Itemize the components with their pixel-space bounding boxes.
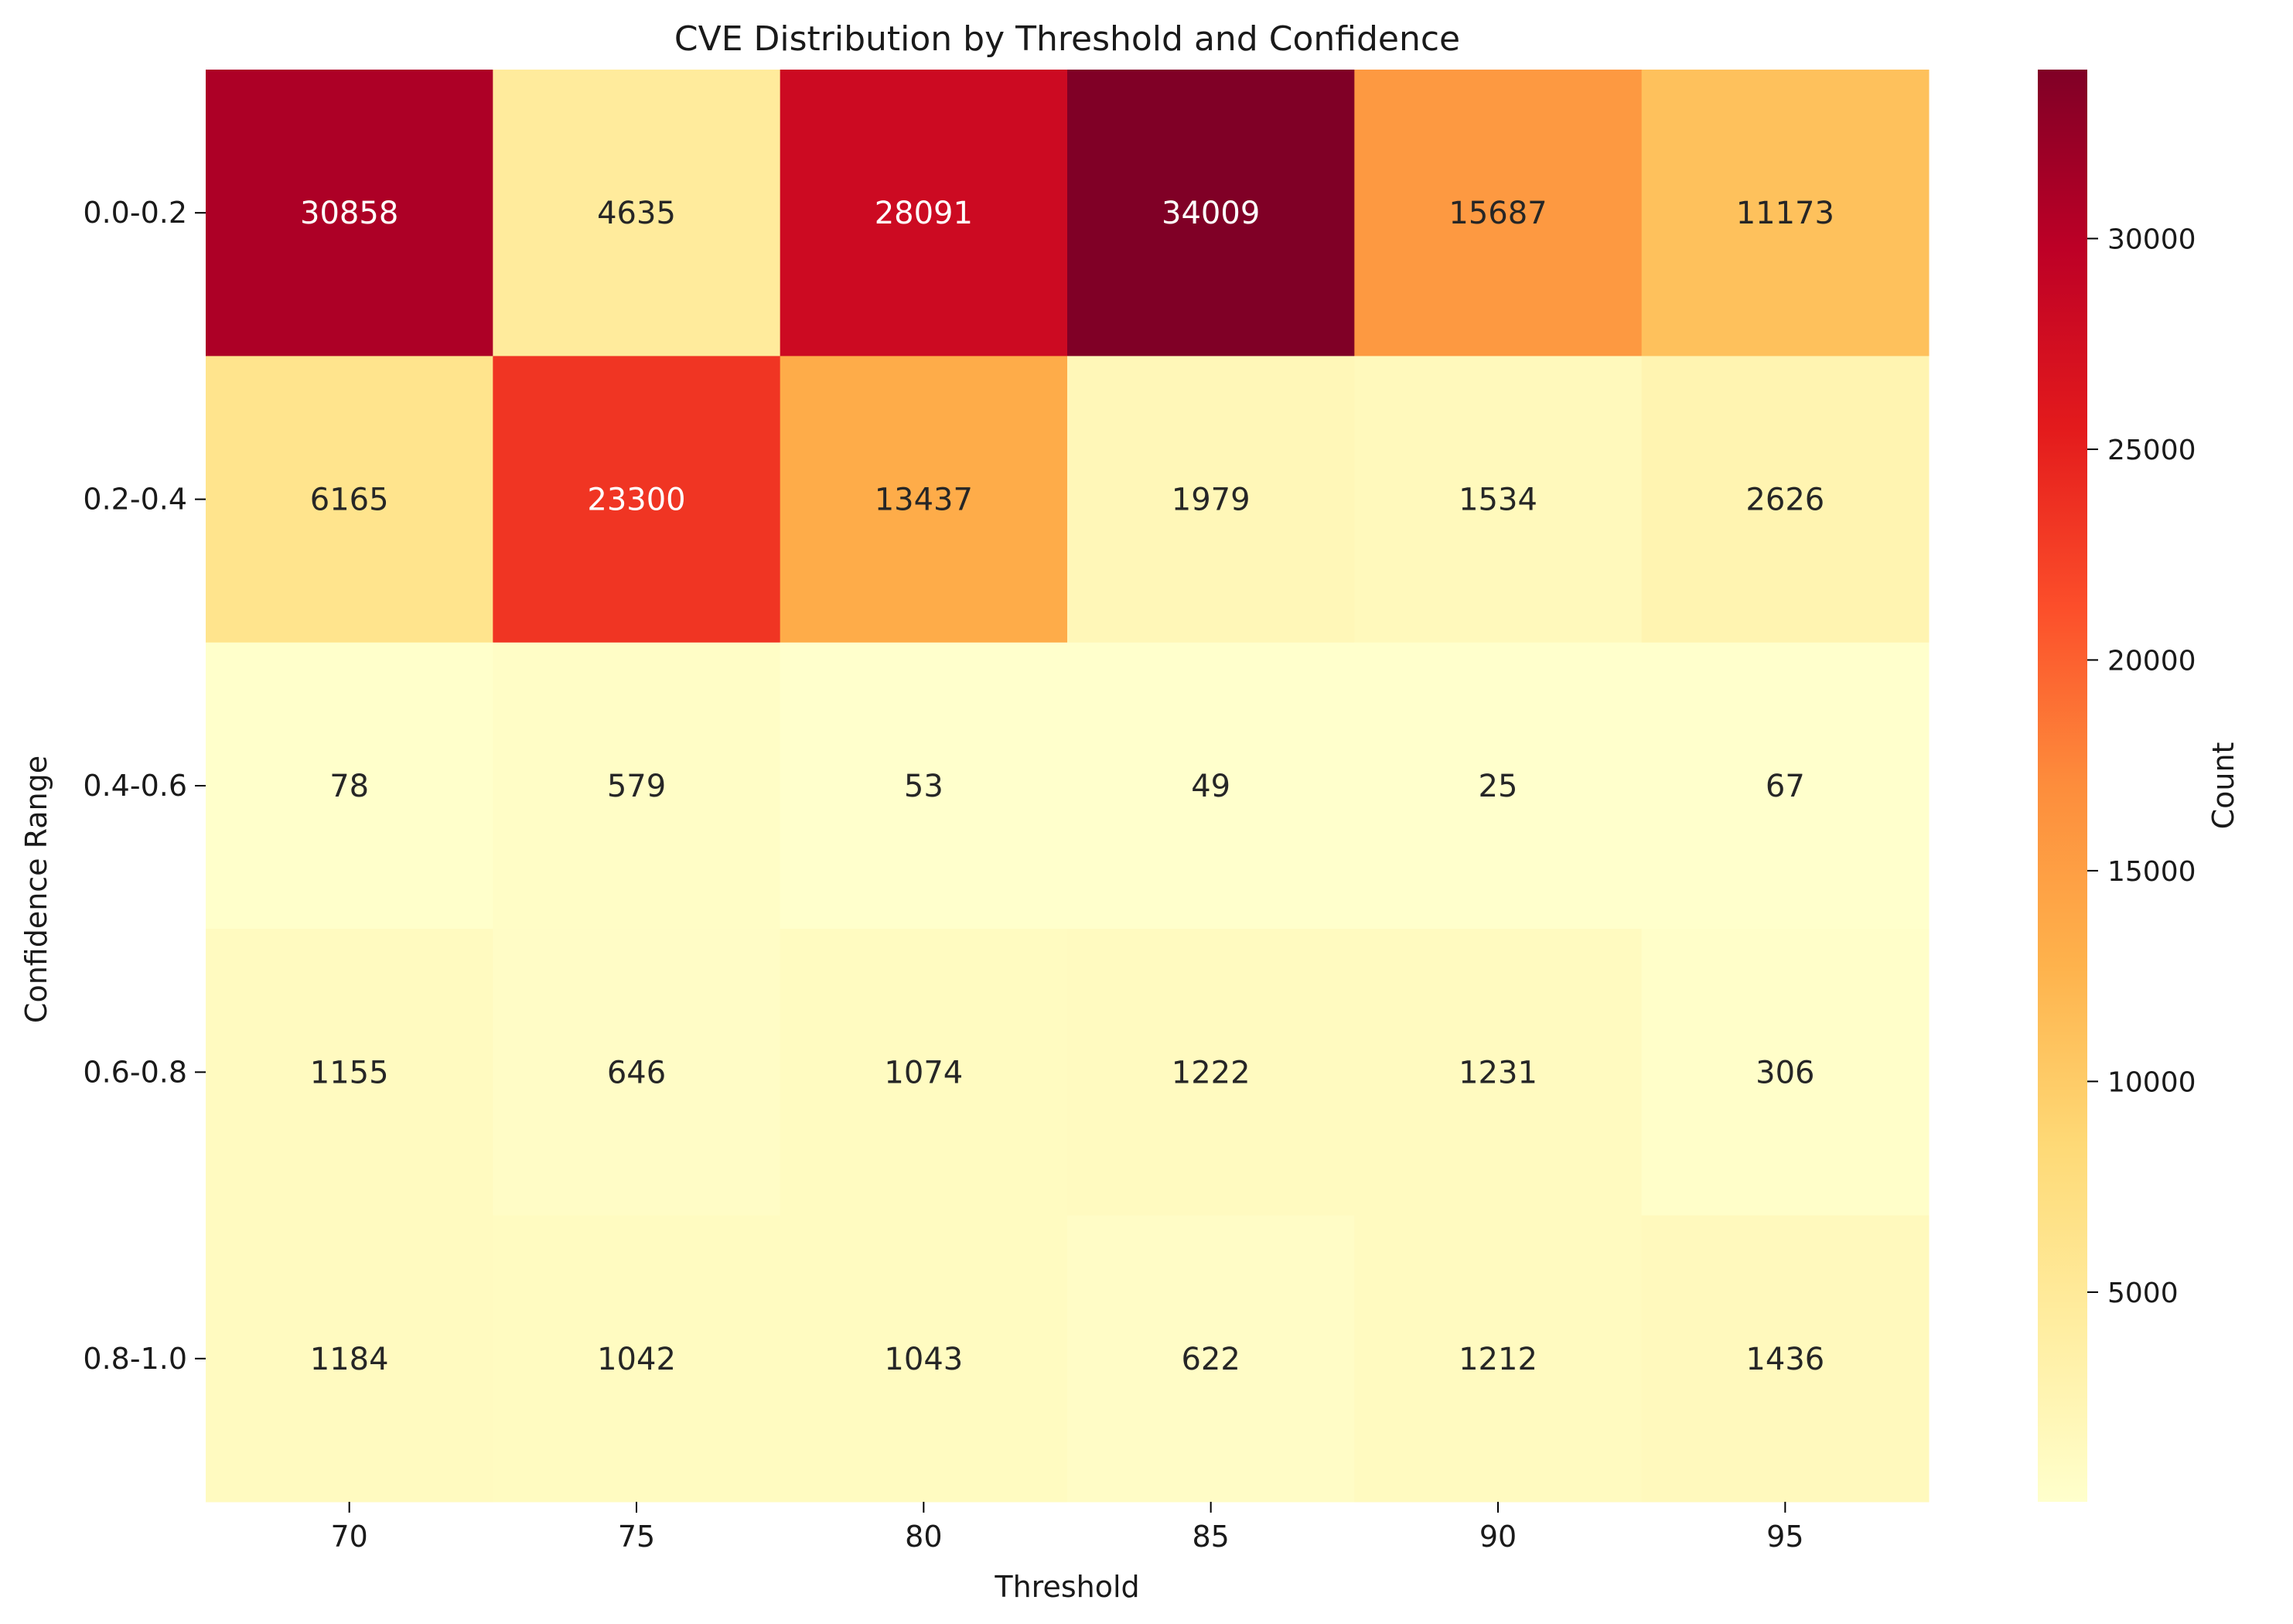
heatmap-cell bbox=[780, 1215, 1068, 1503]
heatmap-cell bbox=[1067, 70, 1355, 357]
heatmap-cell bbox=[493, 356, 781, 643]
y-tick-label: 0.0-0.2 bbox=[83, 196, 187, 230]
y-tick-label: 0.6-0.8 bbox=[83, 1055, 187, 1089]
heatmap-cell bbox=[1641, 1215, 1930, 1503]
heatmap-cell bbox=[1354, 929, 1643, 1216]
cell-value-label: 15687 bbox=[1448, 196, 1547, 231]
y-tick-label: 0.8-1.0 bbox=[83, 1342, 187, 1376]
heatmap-cell bbox=[780, 356, 1068, 643]
chart-title: CVE Distribution by Threshold and Confid… bbox=[674, 19, 1460, 59]
heatmap-cell bbox=[206, 1215, 493, 1503]
cell-value-label: 1222 bbox=[1172, 1055, 1251, 1090]
cell-value-label: 1155 bbox=[310, 1055, 389, 1090]
cell-value-label: 67 bbox=[1766, 769, 1805, 804]
cell-value-label: 1436 bbox=[1745, 1342, 1824, 1377]
colorbar-tick-label: 5000 bbox=[2107, 1278, 2179, 1309]
heatmap-cell bbox=[1067, 1215, 1355, 1503]
cell-value-label: 1212 bbox=[1459, 1342, 1537, 1377]
colorbar-tick-label: 25000 bbox=[2107, 435, 2196, 466]
x-tick-label: 70 bbox=[330, 1520, 367, 1554]
heatmap-cell bbox=[493, 929, 781, 1216]
heatmap-cell bbox=[1067, 642, 1355, 930]
cell-value-label: 13437 bbox=[875, 483, 973, 518]
colorbar-label: Count bbox=[2206, 742, 2240, 830]
cell-value-label: 622 bbox=[1181, 1342, 1240, 1377]
cell-value-label: 78 bbox=[329, 769, 369, 804]
cell-value-label: 1534 bbox=[1459, 483, 1537, 518]
heatmap-cell bbox=[1354, 70, 1643, 357]
y-axis-label: Confidence Range bbox=[19, 756, 53, 1023]
colorbar-tick-label: 10000 bbox=[2107, 1066, 2196, 1098]
heatmap-cell bbox=[780, 70, 1068, 357]
cell-value-label: 34009 bbox=[1162, 196, 1260, 231]
heatmap-cell bbox=[1641, 70, 1930, 357]
heatmap-cell bbox=[780, 929, 1068, 1216]
heatmap-cell bbox=[1641, 356, 1930, 643]
cell-value-label: 4635 bbox=[597, 196, 676, 231]
cell-value-label: 579 bbox=[607, 769, 666, 804]
x-tick-label: 75 bbox=[618, 1520, 655, 1554]
colorbar-gradient bbox=[2038, 70, 2087, 1502]
cell-value-label: 1074 bbox=[884, 1055, 963, 1090]
heatmap-cell bbox=[206, 929, 493, 1216]
y-tick-label: 0.2-0.4 bbox=[83, 483, 187, 517]
x-tick-label: 90 bbox=[1479, 1520, 1517, 1554]
heatmap-cell bbox=[1354, 642, 1643, 930]
colorbar-ticks: 5000 10000 15000 20000 25000 30000 bbox=[2087, 223, 2196, 1309]
heatmap-cell bbox=[206, 70, 493, 357]
x-tick-label: 80 bbox=[905, 1520, 942, 1554]
x-axis: 70 75 80 85 90 95 bbox=[330, 1502, 1804, 1554]
x-tick-label: 85 bbox=[1192, 1520, 1229, 1554]
y-tick-label: 0.4-0.6 bbox=[83, 769, 187, 803]
cell-value-label: 49 bbox=[1191, 769, 1230, 804]
y-axis: 0.0-0.2 0.2-0.4 0.4-0.6 0.6-0.8 0.8-1.0 bbox=[83, 196, 206, 1376]
x-axis-label: Threshold bbox=[994, 1570, 1139, 1604]
heatmap-cell bbox=[1354, 356, 1643, 643]
cell-value-label: 1043 bbox=[884, 1342, 963, 1377]
heatmap-cell bbox=[206, 642, 493, 930]
heatmap-cell bbox=[1641, 929, 1930, 1216]
colorbar-tick-label: 30000 bbox=[2107, 223, 2196, 255]
heatmap-cell bbox=[493, 1215, 781, 1503]
cell-value-label: 6165 bbox=[310, 483, 389, 518]
cell-value-label: 30858 bbox=[300, 196, 398, 231]
cell-value-label: 1231 bbox=[1459, 1055, 1537, 1090]
cell-value-label: 53 bbox=[904, 769, 943, 804]
heatmap-cell bbox=[1641, 642, 1930, 930]
heatmap-cell bbox=[1067, 356, 1355, 643]
heatmap-cell bbox=[493, 642, 781, 930]
cell-value-label: 646 bbox=[607, 1055, 666, 1090]
cell-value-label: 1184 bbox=[310, 1342, 389, 1377]
cell-value-label: 306 bbox=[1756, 1055, 1814, 1090]
colorbar-tick-label: 20000 bbox=[2107, 645, 2196, 677]
x-tick-label: 95 bbox=[1766, 1520, 1803, 1554]
heatmap-cells: 30858 4635 28091 34009 15687 11173 6165 23300 13… bbox=[206, 70, 1930, 1503]
heatmap-cell bbox=[1354, 1215, 1643, 1503]
cell-value-label: 1042 bbox=[597, 1342, 676, 1377]
heatmap-cell bbox=[493, 70, 781, 357]
cell-value-label: 1979 bbox=[1172, 483, 1251, 518]
colorbar-tick-label: 15000 bbox=[2107, 856, 2196, 888]
cell-value-label: 23300 bbox=[587, 483, 685, 518]
colorbar: 5000 10000 15000 20000 25000 30000 Count bbox=[2038, 70, 2240, 1502]
cell-value-label: 11173 bbox=[1736, 196, 1834, 231]
cell-value-label: 2626 bbox=[1745, 483, 1824, 518]
cell-value-label: 25 bbox=[1479, 769, 1518, 804]
heatmap-cell bbox=[780, 642, 1068, 930]
cell-value-label: 28091 bbox=[875, 196, 973, 231]
heatmap-cell bbox=[206, 356, 493, 643]
heatmap-cell bbox=[1067, 929, 1355, 1216]
